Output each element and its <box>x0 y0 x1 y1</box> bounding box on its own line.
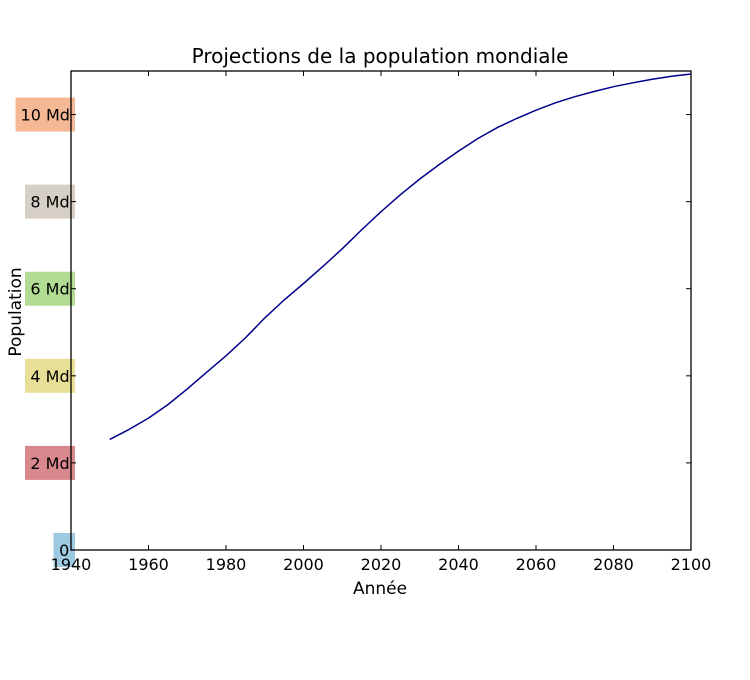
y-tick-label: 10 Md <box>21 106 70 125</box>
x-tick-label: 2080 <box>593 555 634 574</box>
y-tick-label: 4 Md <box>30 367 69 386</box>
x-axis-label: Année <box>353 579 407 599</box>
x-tick-label: 2100 <box>671 555 712 574</box>
plot-frame <box>70 70 692 551</box>
y-tick-label: 2 Md <box>30 454 69 473</box>
x-tick-labels: 1940 1960 1980 2000 2020 2040 2060 2080 2100 <box>51 555 712 574</box>
y-tick-label-bg <box>25 184 75 219</box>
y-tick-label-bg <box>25 358 75 393</box>
x-tick-label: 1980 <box>206 555 247 574</box>
plot-area <box>70 70 692 551</box>
y-tick-labels: 0 2 Md 4 Md 6 Md 8 Md 10 Md <box>15 97 75 567</box>
x-tick-label: 2020 <box>361 555 402 574</box>
x-tick-label: 2040 <box>438 555 479 574</box>
x-tick-label: 2060 <box>516 555 557 574</box>
chart-title: Projections de la population mondiale <box>192 44 569 68</box>
series-line <box>109 73 692 441</box>
y-tick-label-bg <box>25 271 75 306</box>
x-tick-label: 1940 <box>51 555 92 574</box>
y-tick-label: 0 <box>59 541 69 560</box>
y-tick-label-bg <box>53 533 75 567</box>
y-tick-label-bg <box>15 97 75 132</box>
x-tick-label: 2000 <box>283 555 324 574</box>
y-tick-label: 8 Md <box>30 193 69 212</box>
x-tick-label: 1960 <box>128 555 169 574</box>
y-tick-label-bg <box>25 445 75 480</box>
y-axis-label: Population <box>6 267 26 356</box>
y-tick-label: 6 Md <box>30 280 69 299</box>
